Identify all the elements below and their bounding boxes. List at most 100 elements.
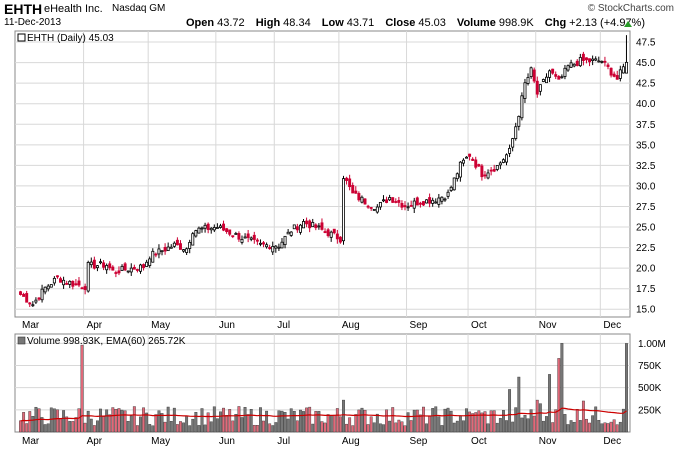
price-candle [142,264,146,268]
price-candle [120,265,124,271]
volume-bar [308,406,312,433]
price-candle [108,263,112,269]
price-candle [92,259,96,269]
volume-bar [508,389,512,433]
price-candle [400,203,404,208]
volume-bar [163,421,167,433]
price-candle [154,253,158,256]
volume-bar [71,421,75,433]
volume-bar [618,421,622,433]
volume-bar [594,406,598,433]
price-candle [474,159,478,168]
price-candle [323,231,327,233]
price-candle [292,224,296,230]
month-label: Jul [277,320,290,331]
volume-bar [28,411,32,433]
volume-tick-label: 500K [638,383,662,394]
month-label: Aug [342,436,360,447]
volume-bar [342,399,345,433]
volume-bar [320,421,324,433]
price-candle [471,158,475,161]
volume-bar [231,420,235,433]
volume-bar [311,423,315,433]
volume-bar [142,407,145,433]
price-candle [308,220,312,229]
volume-bar [391,407,395,433]
volume-bar [434,406,438,433]
up-arrow-icon [624,21,632,27]
price-candle [274,245,278,249]
volume-bar [289,408,293,433]
price-candle [249,237,253,240]
volume-bar [588,422,591,433]
volume-bar [440,425,444,433]
price-candle [148,258,152,266]
price-candle [40,288,44,301]
price-candle [265,244,269,248]
price-candle [486,172,490,179]
price-candle [394,201,398,203]
brand-credit[interactable]: © StockCharts.com [587,3,674,14]
price-candle [369,207,373,209]
price-candle [418,202,422,205]
volume-bar [612,419,616,433]
price-candle [185,248,189,253]
high-value: 48.34 [283,17,311,29]
price-candle [169,246,173,249]
price-candle [188,241,192,249]
price-candle [234,233,238,235]
close-label: Close [385,17,416,29]
volume-bar [360,407,364,433]
price-candle [46,285,50,290]
volume-label: Volume [456,17,496,29]
volume-bar [326,414,330,433]
price-candle [591,58,595,61]
price-candle [354,190,358,194]
price-legend-icon [17,33,26,42]
price-candle [209,227,213,231]
volume-bar [415,409,419,433]
month-label: Aug [342,320,360,331]
volume-bar [228,409,232,433]
volume-bar [74,417,78,433]
volume-bar [295,420,299,433]
month-label: Oct [471,436,487,447]
volume-bar [191,418,195,433]
price-tick-label: 42.5 [636,79,656,90]
price-candle [428,197,432,204]
price-candle [99,261,102,264]
volume-bar [265,410,269,433]
price-candle [382,199,385,202]
volume-bar [123,410,127,433]
price-candle [132,266,136,270]
price-candle [342,178,345,242]
price-candle [68,280,72,285]
volume-bar [406,412,410,433]
price-candle [606,64,610,67]
price-candle [271,246,275,253]
price-candle [569,62,573,68]
volume-bar [465,408,468,433]
volume-panel: 250K 500K 750K 1.00M Mar Apr May Jun Jul Aug Sep Oc… [14,333,666,447]
price-candle [311,222,315,228]
price-candle [609,67,613,76]
price-candle [286,231,290,235]
volume-bar [172,407,176,433]
volume-bar [37,408,41,433]
volume-bar [43,424,47,433]
price-tick-label: 25.0 [636,223,656,234]
price-candle [465,156,468,159]
price-candle [295,226,299,231]
price-candle [145,261,149,267]
volume-bar [446,407,450,433]
volume-bar [135,425,139,433]
quote-date: 11-Dec-2013 [4,17,62,28]
price-candle [554,74,558,77]
price-candle [246,233,250,238]
volume-bar [225,415,229,433]
price-candle [31,304,35,307]
price-candle [458,161,462,178]
price-candle [172,242,176,247]
price-candle [19,291,23,295]
price-tick-label: 47.5 [636,38,656,49]
